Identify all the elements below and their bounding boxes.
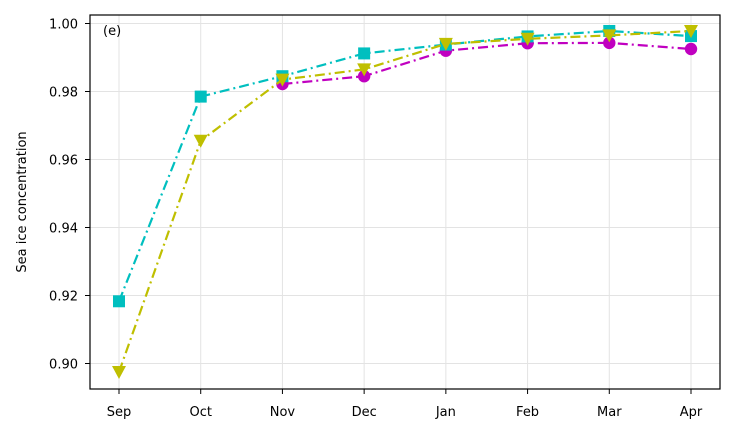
y-tick-label: 0.90 — [49, 358, 78, 373]
plot-frame — [89, 14, 721, 390]
data-point-triangle — [438, 37, 453, 51]
data-point-triangle — [684, 24, 698, 38]
y-tick-label: 0.96 — [49, 154, 78, 169]
series-circle — [276, 36, 698, 91]
data-point-triangle — [193, 134, 208, 148]
data-point-square — [358, 47, 371, 60]
series-line — [282, 41, 692, 86]
data-point-square — [194, 90, 207, 103]
x-tick-label: Oct — [189, 405, 211, 420]
x-tick-label: Nov — [270, 405, 296, 420]
x-tick-label: Apr — [680, 405, 703, 420]
y-tick-label: 0.98 — [49, 86, 78, 101]
series-layer — [112, 24, 698, 379]
series-triangle-down — [112, 24, 698, 379]
data-point-square — [113, 295, 125, 308]
x-tick-label: Jan — [435, 405, 456, 420]
y-tick-label: 0.94 — [49, 222, 78, 237]
data-point-triangle — [520, 32, 535, 46]
y-axis-label: Sea ice concentration — [15, 131, 30, 272]
y-tick-label: 1.00 — [49, 18, 78, 33]
panel-label: (e) — [103, 24, 121, 39]
data-point-triangle — [602, 29, 617, 43]
data-point-triangle — [357, 63, 372, 77]
series-line — [117, 29, 692, 302]
data-point-circle — [603, 36, 616, 50]
data-point-circle — [684, 42, 698, 56]
axis-layer: Sep Oct Nov Dec Jan Feb Mar Apr 0.90 0.92 0.94 0.96… — [49, 18, 703, 421]
series-line — [117, 29, 692, 373]
x-tick-label: Sep — [107, 405, 132, 420]
grid-lines — [90, 15, 720, 389]
data-point-triangle — [112, 366, 126, 379]
x-tick-label: Dec — [352, 405, 377, 420]
x-tick-label: Feb — [516, 405, 539, 420]
data-point-triangle — [275, 73, 290, 87]
y-tick-label: 0.92 — [49, 290, 78, 305]
x-tick-label: Mar — [597, 405, 622, 420]
